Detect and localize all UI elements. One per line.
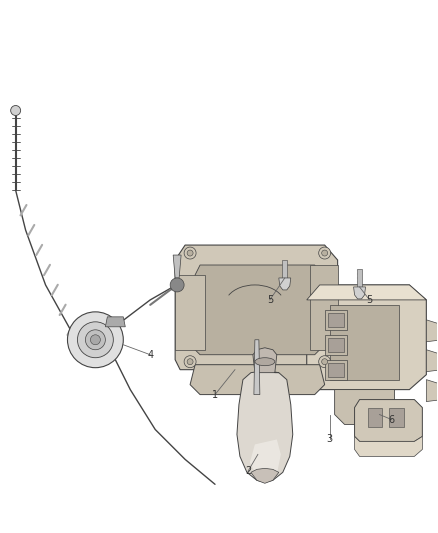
Circle shape: [187, 250, 193, 256]
Polygon shape: [426, 320, 438, 342]
Text: 1: 1: [212, 390, 218, 400]
Circle shape: [184, 356, 196, 368]
Polygon shape: [106, 317, 125, 327]
Polygon shape: [325, 310, 346, 330]
Polygon shape: [357, 269, 362, 287]
Circle shape: [184, 247, 196, 259]
Polygon shape: [195, 265, 320, 355]
Polygon shape: [328, 362, 343, 377]
Polygon shape: [353, 287, 366, 299]
Polygon shape: [310, 265, 338, 350]
Circle shape: [85, 330, 106, 350]
Polygon shape: [328, 338, 343, 352]
Polygon shape: [328, 313, 343, 327]
Polygon shape: [175, 275, 205, 350]
Text: 5: 5: [267, 295, 273, 305]
Polygon shape: [426, 350, 438, 372]
Circle shape: [321, 359, 328, 365]
Polygon shape: [190, 365, 325, 394]
Polygon shape: [253, 348, 279, 373]
Text: 6: 6: [389, 415, 395, 424]
Circle shape: [90, 335, 100, 345]
Circle shape: [319, 356, 331, 368]
Polygon shape: [367, 408, 382, 427]
Polygon shape: [173, 255, 181, 278]
Text: 5: 5: [367, 295, 373, 305]
Polygon shape: [355, 400, 422, 441]
Polygon shape: [279, 278, 291, 290]
Polygon shape: [355, 437, 422, 456]
Polygon shape: [250, 439, 281, 481]
Polygon shape: [389, 408, 404, 427]
Circle shape: [11, 106, 21, 116]
Polygon shape: [335, 390, 395, 424]
Polygon shape: [325, 360, 346, 379]
Circle shape: [321, 250, 328, 256]
Polygon shape: [283, 260, 287, 278]
Polygon shape: [307, 285, 426, 390]
Polygon shape: [307, 285, 426, 300]
Polygon shape: [237, 370, 293, 482]
Text: 3: 3: [327, 434, 333, 445]
Circle shape: [187, 359, 193, 365]
Polygon shape: [251, 469, 279, 483]
Ellipse shape: [255, 358, 275, 366]
Polygon shape: [426, 379, 438, 401]
Circle shape: [170, 278, 184, 292]
Circle shape: [78, 322, 113, 358]
Text: 4: 4: [147, 350, 153, 360]
Polygon shape: [254, 340, 260, 394]
Text: 2: 2: [245, 466, 251, 477]
Polygon shape: [175, 245, 338, 370]
Polygon shape: [330, 305, 399, 379]
Polygon shape: [325, 335, 346, 355]
Circle shape: [67, 312, 124, 368]
Circle shape: [319, 247, 331, 259]
